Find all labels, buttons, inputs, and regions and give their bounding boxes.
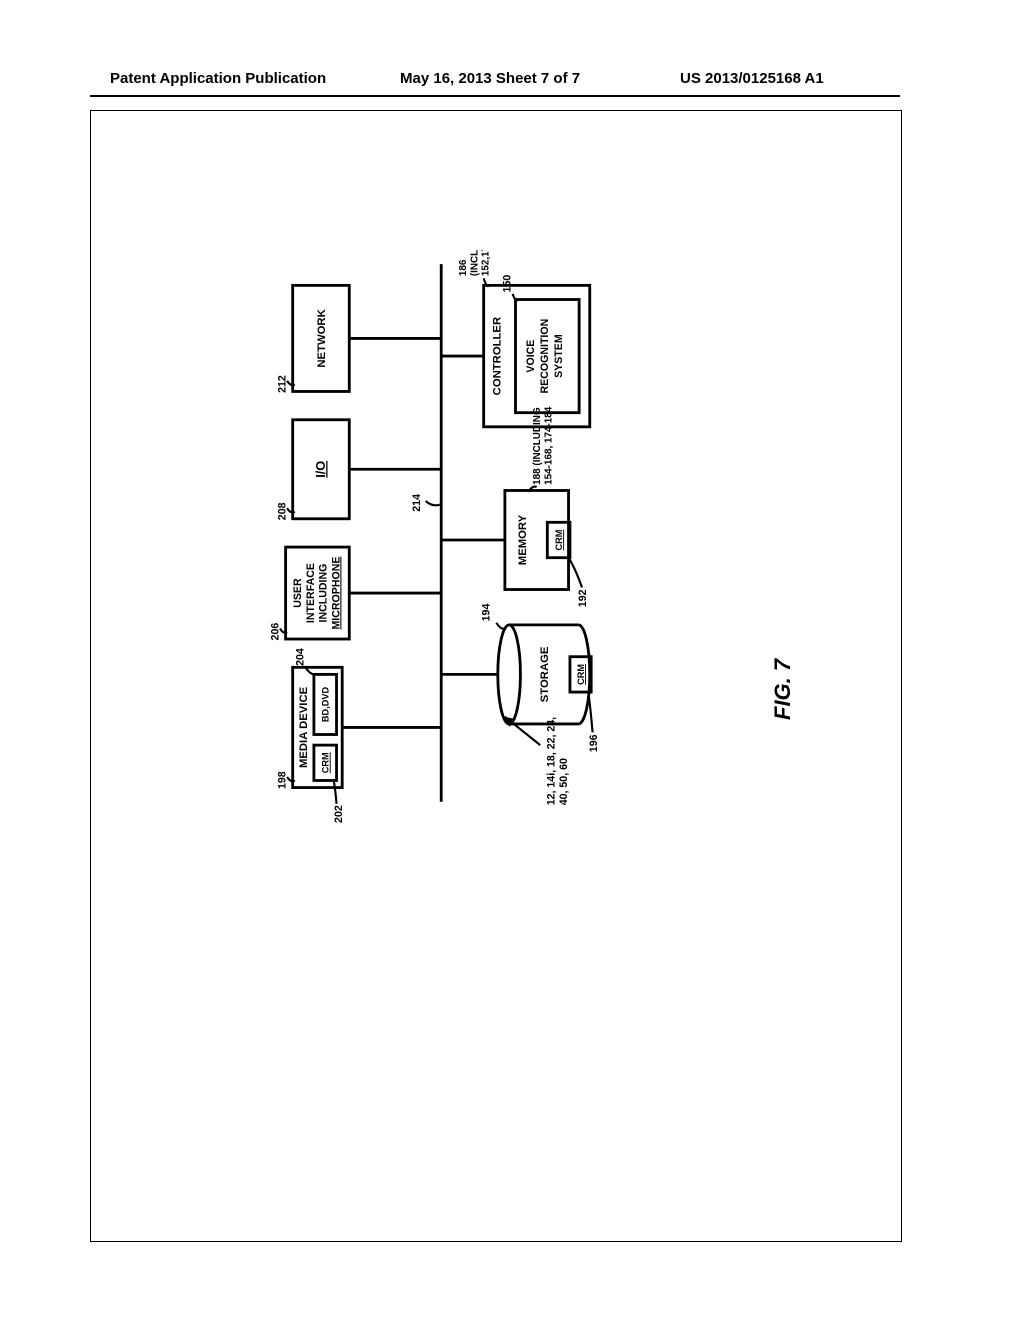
diagram-container: 214 MEDIA DEVICE 198 CRM 202 BD,DVD 204 USERINT… <box>30 250 810 830</box>
svg-text:INCLUDING: INCLUDING <box>318 564 330 623</box>
svg-text:198: 198 <box>277 771 289 789</box>
svg-text:206: 206 <box>270 623 282 641</box>
page: Patent Application Publication May 16, 2… <box>0 0 1024 1320</box>
svg-text:(INCLUDING: (INCLUDING <box>469 250 480 276</box>
svg-text:212: 212 <box>277 375 289 393</box>
svg-text:150: 150 <box>502 275 514 293</box>
svg-text:RECOGNITION: RECOGNITION <box>539 319 551 394</box>
svg-text:USER: USER <box>292 578 304 608</box>
svg-text:CRM: CRM <box>576 664 586 685</box>
svg-text:188 (INCLUDING: 188 (INCLUDING <box>532 407 543 485</box>
svg-text:MEMORY: MEMORY <box>517 514 529 565</box>
header-mid: May 16, 2013 Sheet 7 of 7 <box>400 70 580 87</box>
svg-text:CRM: CRM <box>554 529 564 550</box>
header-right: US 2013/0125168 A1 <box>680 70 824 87</box>
svg-text:192: 192 <box>577 589 589 607</box>
figure-label: FIG. 7 <box>770 659 796 720</box>
svg-text:214: 214 <box>411 494 423 512</box>
svg-text:194: 194 <box>480 604 492 622</box>
svg-text:208: 208 <box>277 502 289 520</box>
diagram-svg: 214 MEDIA DEVICE 198 CRM 202 BD,DVD 204 USERINT… <box>30 250 810 830</box>
svg-text:152,172): 152,172) <box>481 250 492 276</box>
svg-text:BD,DVD: BD,DVD <box>321 686 331 722</box>
svg-text:202: 202 <box>333 805 345 823</box>
svg-text:NETWORK: NETWORK <box>316 308 328 367</box>
svg-text:STORAGE: STORAGE <box>539 646 551 702</box>
svg-text:SYSTEM: SYSTEM <box>553 334 565 378</box>
svg-text:INTERFACE: INTERFACE <box>305 563 317 623</box>
svg-text:154-168, 174-184: 154-168, 174-184 <box>544 406 555 485</box>
svg-text:VOICE: VOICE <box>525 340 537 373</box>
svg-text:MICROPHONE: MICROPHONE <box>330 557 342 630</box>
header-left: Patent Application Publication <box>110 70 326 87</box>
svg-text:40, 50, 60: 40, 50, 60 <box>558 758 570 805</box>
svg-text:186: 186 <box>458 259 469 276</box>
header-rule <box>90 95 900 97</box>
svg-text:204: 204 <box>294 648 306 666</box>
svg-text:CRM: CRM <box>321 752 331 773</box>
svg-text:12, 14i, 18, 22, 24,: 12, 14i, 18, 22, 24, <box>545 717 557 805</box>
svg-text:CONTROLLER: CONTROLLER <box>492 317 504 395</box>
svg-text:MEDIA DEVICE: MEDIA DEVICE <box>298 686 310 768</box>
svg-text:I/O: I/O <box>313 461 328 478</box>
svg-text:196: 196 <box>588 734 600 752</box>
